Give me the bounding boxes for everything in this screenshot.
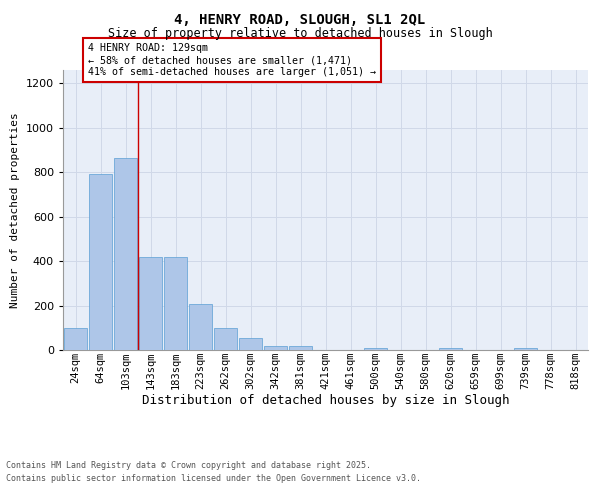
Text: Size of property relative to detached houses in Slough: Size of property relative to detached ho… — [107, 28, 493, 40]
Y-axis label: Number of detached properties: Number of detached properties — [10, 112, 20, 308]
Bar — [514, 348, 538, 350]
Bar — [113, 158, 137, 350]
Bar — [64, 328, 88, 350]
Bar — [439, 348, 463, 350]
Bar — [289, 346, 313, 350]
Text: 4, HENRY ROAD, SLOUGH, SL1 2QL: 4, HENRY ROAD, SLOUGH, SL1 2QL — [175, 12, 425, 26]
Bar — [139, 256, 163, 350]
Bar — [164, 256, 187, 350]
Bar — [364, 348, 388, 350]
Text: 4 HENRY ROAD: 129sqm
← 58% of detached houses are smaller (1,471)
41% of semi-de: 4 HENRY ROAD: 129sqm ← 58% of detached h… — [88, 44, 376, 76]
Text: Contains HM Land Registry data © Crown copyright and database right 2025.: Contains HM Land Registry data © Crown c… — [6, 460, 371, 469]
Bar — [214, 328, 238, 350]
Text: Contains public sector information licensed under the Open Government Licence v3: Contains public sector information licen… — [6, 474, 421, 483]
Bar — [263, 346, 287, 350]
Bar — [89, 174, 112, 350]
Bar — [239, 338, 262, 350]
Bar — [188, 304, 212, 350]
X-axis label: Distribution of detached houses by size in Slough: Distribution of detached houses by size … — [142, 394, 509, 407]
